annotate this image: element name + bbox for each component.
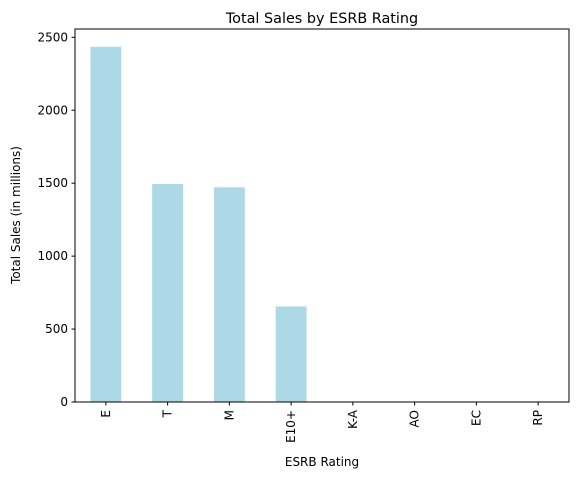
x-tick-label: M <box>222 410 236 420</box>
x-tick-label: E10+ <box>284 410 298 443</box>
x-tick-label: T <box>161 409 175 418</box>
x-axis-ticks: E T M E10+ K-A AO EC RP <box>99 402 545 443</box>
bar-t <box>152 183 184 402</box>
y-tick-label: 2000 <box>37 103 68 117</box>
y-axis-label: Total Sales (in millions) <box>9 146 23 285</box>
y-axis-ticks: 0 500 1000 1500 2000 2500 <box>37 30 75 409</box>
x-tick-label: RP <box>531 410 545 426</box>
x-tick-label: AO <box>408 410 422 427</box>
bar-e10- <box>275 306 307 402</box>
bar-e <box>90 46 122 403</box>
chart-title: Total Sales by ESRB Rating <box>225 11 418 27</box>
plot-frame <box>74 28 570 403</box>
x-tick-label: E <box>99 410 113 418</box>
x-tick-label: EC <box>469 410 483 426</box>
y-tick-label: 2500 <box>37 30 68 44</box>
bar-m <box>213 187 245 402</box>
y-tick-label: 500 <box>45 322 68 336</box>
y-tick-label: 0 <box>60 395 68 409</box>
x-axis-label: ESRB Rating <box>285 455 359 469</box>
y-tick-label: 1000 <box>37 249 68 263</box>
x-tick-label: K-A <box>346 409 360 429</box>
y-tick-label: 1500 <box>37 176 68 190</box>
